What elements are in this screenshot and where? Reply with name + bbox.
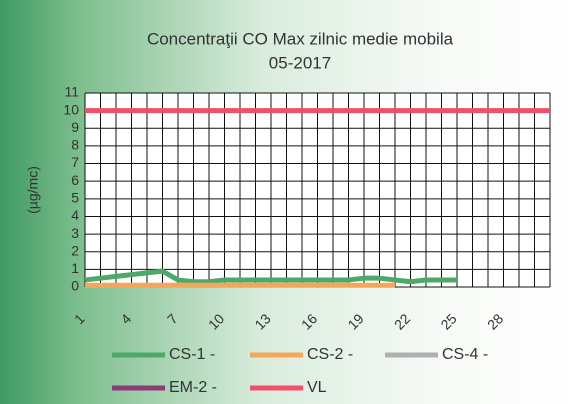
series-line bbox=[84, 268, 457, 285]
y-tick-label: 10 bbox=[63, 101, 79, 117]
y-tick-label: 0 bbox=[71, 278, 79, 294]
y-axis-label: (µg/mc) bbox=[25, 166, 41, 214]
legend-label: CS-2 - bbox=[307, 346, 353, 363]
x-tick-label: 4 bbox=[117, 310, 134, 327]
chart-title: Concentraţii CO Max zilnic medie mobila bbox=[147, 29, 454, 48]
x-tick-label: 10 bbox=[205, 310, 227, 332]
x-tick-label: 16 bbox=[298, 310, 320, 332]
y-tick-label: 5 bbox=[71, 190, 79, 206]
y-tick-label: 2 bbox=[71, 242, 79, 258]
y-tick-label: 4 bbox=[71, 207, 79, 223]
legend-label: EM-2 - bbox=[169, 379, 217, 396]
y-tick-label: 6 bbox=[71, 172, 79, 188]
legend-label: CS-1 - bbox=[169, 346, 215, 363]
x-tick-label: 28 bbox=[484, 310, 506, 332]
x-tick-label: 13 bbox=[251, 310, 273, 332]
legend-label: VL bbox=[307, 379, 327, 396]
y-tick-label: 11 bbox=[64, 84, 79, 100]
x-tick-label: 22 bbox=[391, 310, 413, 332]
y-tick-label: 7 bbox=[71, 154, 79, 170]
chart-subtitle: 05-2017 bbox=[269, 53, 331, 72]
x-tick-label: 25 bbox=[437, 310, 459, 332]
y-tick-label: 3 bbox=[71, 225, 79, 241]
x-tick-label: 19 bbox=[344, 310, 366, 332]
legend-label: CS-4 - bbox=[442, 346, 488, 363]
y-tick-label: 1 bbox=[71, 260, 79, 276]
y-tick-label: 9 bbox=[71, 119, 79, 135]
x-tick-label: 7 bbox=[164, 310, 181, 327]
x-tick-label: 1 bbox=[71, 310, 88, 327]
y-tick-label: 8 bbox=[71, 137, 79, 153]
